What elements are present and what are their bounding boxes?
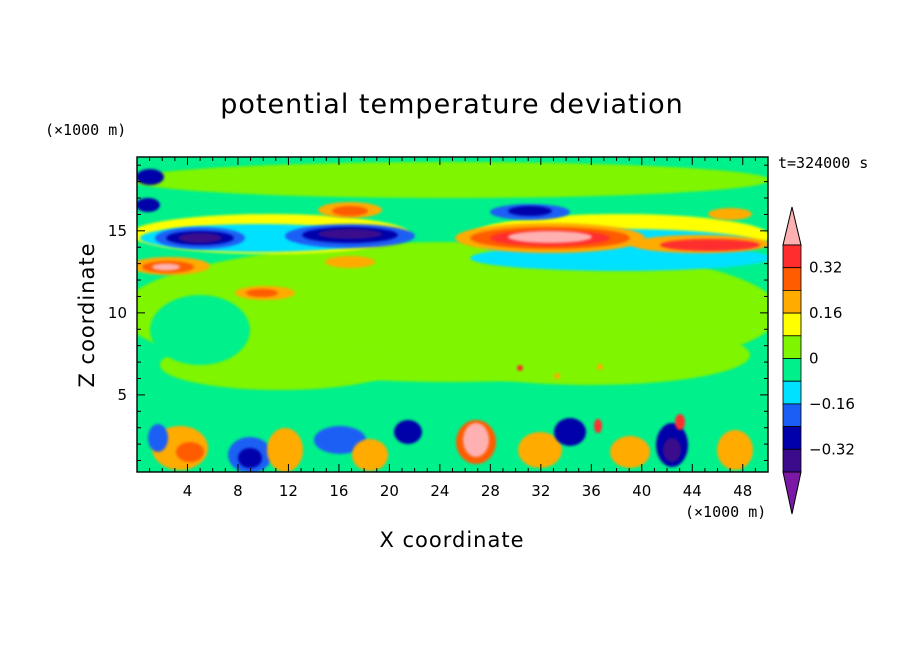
x-tick-label: 16 [329,482,348,500]
contour-region [394,420,422,444]
colorbar-tick-label: −0.16 [809,395,855,413]
chart-title: potential temperature deviation [220,89,683,120]
colorbar: 0.32 0.16 0 −0.16 −0.32 [782,206,855,515]
x-tick-label: 32 [531,482,550,500]
colorbar-tick-label: −0.32 [809,440,855,458]
colorbar-tick-label: 0 [809,350,819,368]
contour-region [238,448,262,468]
colorbar-box [782,426,802,450]
contour-region [314,426,366,454]
colorbar-box [782,335,802,359]
contour-region [246,289,278,297]
contour-region [152,263,180,271]
contour-region [332,206,368,216]
contour-region [663,438,681,462]
contour-region [660,239,760,251]
contour-region [176,442,204,462]
contour-region [594,419,602,433]
time-label: t=324000 s [778,154,868,172]
contour-region [675,414,685,430]
colorbar-box [782,244,802,269]
contour-region [178,233,222,243]
contour-region [508,231,592,243]
x-tick-label: 20 [380,482,399,500]
colorbar-box [782,380,802,405]
contour-regions [137,162,768,472]
colorbar-box [782,289,802,314]
y-axis-label: Z coordinate [75,242,99,387]
contour-region [150,295,250,365]
contour-region [318,229,382,239]
colorbar-over-arrow [782,206,802,246]
contour-region [517,365,523,371]
contour-region [508,206,552,216]
contour-region [325,256,375,268]
contour-region [137,198,160,212]
x-tick-label: 28 [481,482,500,500]
colorbar-box [782,312,802,337]
colorbar-tick-label: 0.32 [809,259,842,277]
x-tick-label: 40 [632,482,651,500]
contour-region [640,392,760,428]
y-tick-label: 5 [117,386,127,404]
contour-region [137,162,768,198]
contour-region [430,325,750,385]
contour-region [597,364,603,370]
x-tick-label: 36 [582,482,601,500]
contour-region [518,432,562,468]
contour-region [137,169,164,185]
contour-region [708,208,752,220]
contour-region [717,430,753,470]
colorbar-box [782,358,802,382]
contour-region [148,424,168,452]
x-tick-label: 44 [683,482,702,500]
x-axis-label: X coordinate [379,528,524,552]
colorbar-under-arrow [782,471,802,515]
y-unit-label: (×1000 m) [45,121,126,139]
contour-region [554,418,586,446]
colorbar-box [782,448,802,473]
x-tick-label: 12 [279,482,298,500]
contour-region [267,428,303,472]
x-tick-label: 4 [183,482,193,500]
y-axis: 5 10 15 [108,164,768,462]
colorbar-box [782,267,802,291]
colorbar-box [782,403,802,427]
x-tick-label: 48 [733,482,752,500]
contour-region [463,423,489,457]
y-tick-label: 10 [108,304,127,322]
contour-region [610,436,650,468]
x-tick-label: 24 [430,482,449,500]
plot-field [137,157,768,472]
y-tick-label: 15 [108,222,127,240]
x-axis: 4 8 12 16 20 24 28 32 36 40 44 48 [149,157,756,500]
x-unit-label: (×1000 m) [685,503,766,521]
x-tick-label: 8 [233,482,243,500]
contour-region [554,373,560,379]
colorbar-tick-label: 0.16 [809,304,842,322]
contour-region [352,439,388,471]
